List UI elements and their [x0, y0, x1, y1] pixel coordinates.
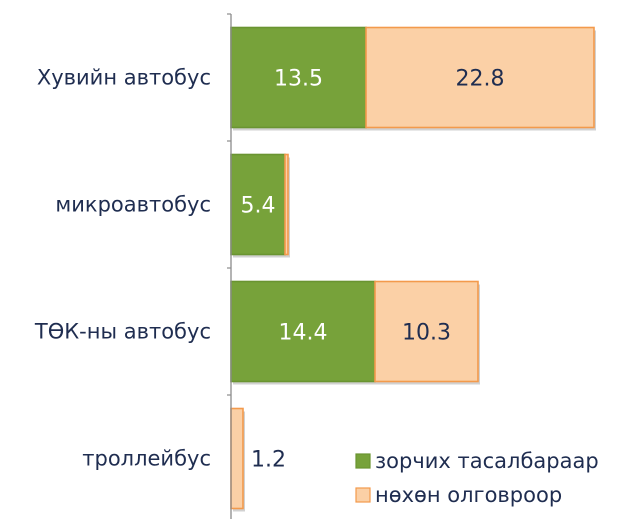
data-labels: 13.5 22.8 5.4 14.4 10.3 1.2 [241, 67, 505, 473]
category-label-2: ТӨК-ны автобус [34, 320, 211, 344]
legend: зорчих тасалбараар нөхөн олговроор [355, 449, 599, 507]
bars [230, 26, 595, 510]
bar-троллейбус-series-1 [230, 407, 244, 510]
bar-микроавтобус-series-1 [284, 153, 289, 256]
data-label-0-1: 22.8 [456, 67, 505, 92]
legend-swatch-0 [355, 453, 371, 469]
legend-label-0: зорчих тасалбараар [375, 449, 599, 473]
category-label-0: Хувийн автобус [37, 66, 211, 90]
data-label-3-1: 1.2 [251, 448, 286, 473]
data-label-2-0: 14.4 [279, 321, 328, 346]
category-label-1: микроавтобус [55, 193, 211, 217]
category-label-3: троллейбус [82, 447, 211, 471]
category-axis [227, 13, 232, 519]
legend-label-1: нөхөн олговроор [375, 483, 562, 507]
data-label-1-0: 5.4 [241, 194, 276, 219]
data-label-0-0: 13.5 [274, 67, 323, 92]
bar-төк-ны-автобус-series-1 [374, 280, 479, 383]
bar-хувийн-автобус-series-1 [365, 26, 595, 129]
data-label-2-1: 10.3 [402, 321, 451, 346]
category-labels: Хувийн автобус микроавтобус ТӨК-ны автобус… [34, 66, 211, 471]
legend-swatch-1 [355, 487, 371, 503]
